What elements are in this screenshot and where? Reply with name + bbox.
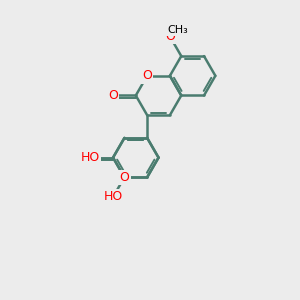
Text: HO: HO bbox=[81, 151, 100, 164]
Text: O: O bbox=[119, 171, 129, 184]
Text: O: O bbox=[142, 69, 152, 82]
Text: O: O bbox=[85, 151, 95, 164]
Text: CH₃: CH₃ bbox=[167, 25, 188, 34]
Text: O: O bbox=[165, 30, 175, 43]
Text: HO: HO bbox=[103, 190, 123, 203]
Text: O: O bbox=[108, 89, 118, 102]
